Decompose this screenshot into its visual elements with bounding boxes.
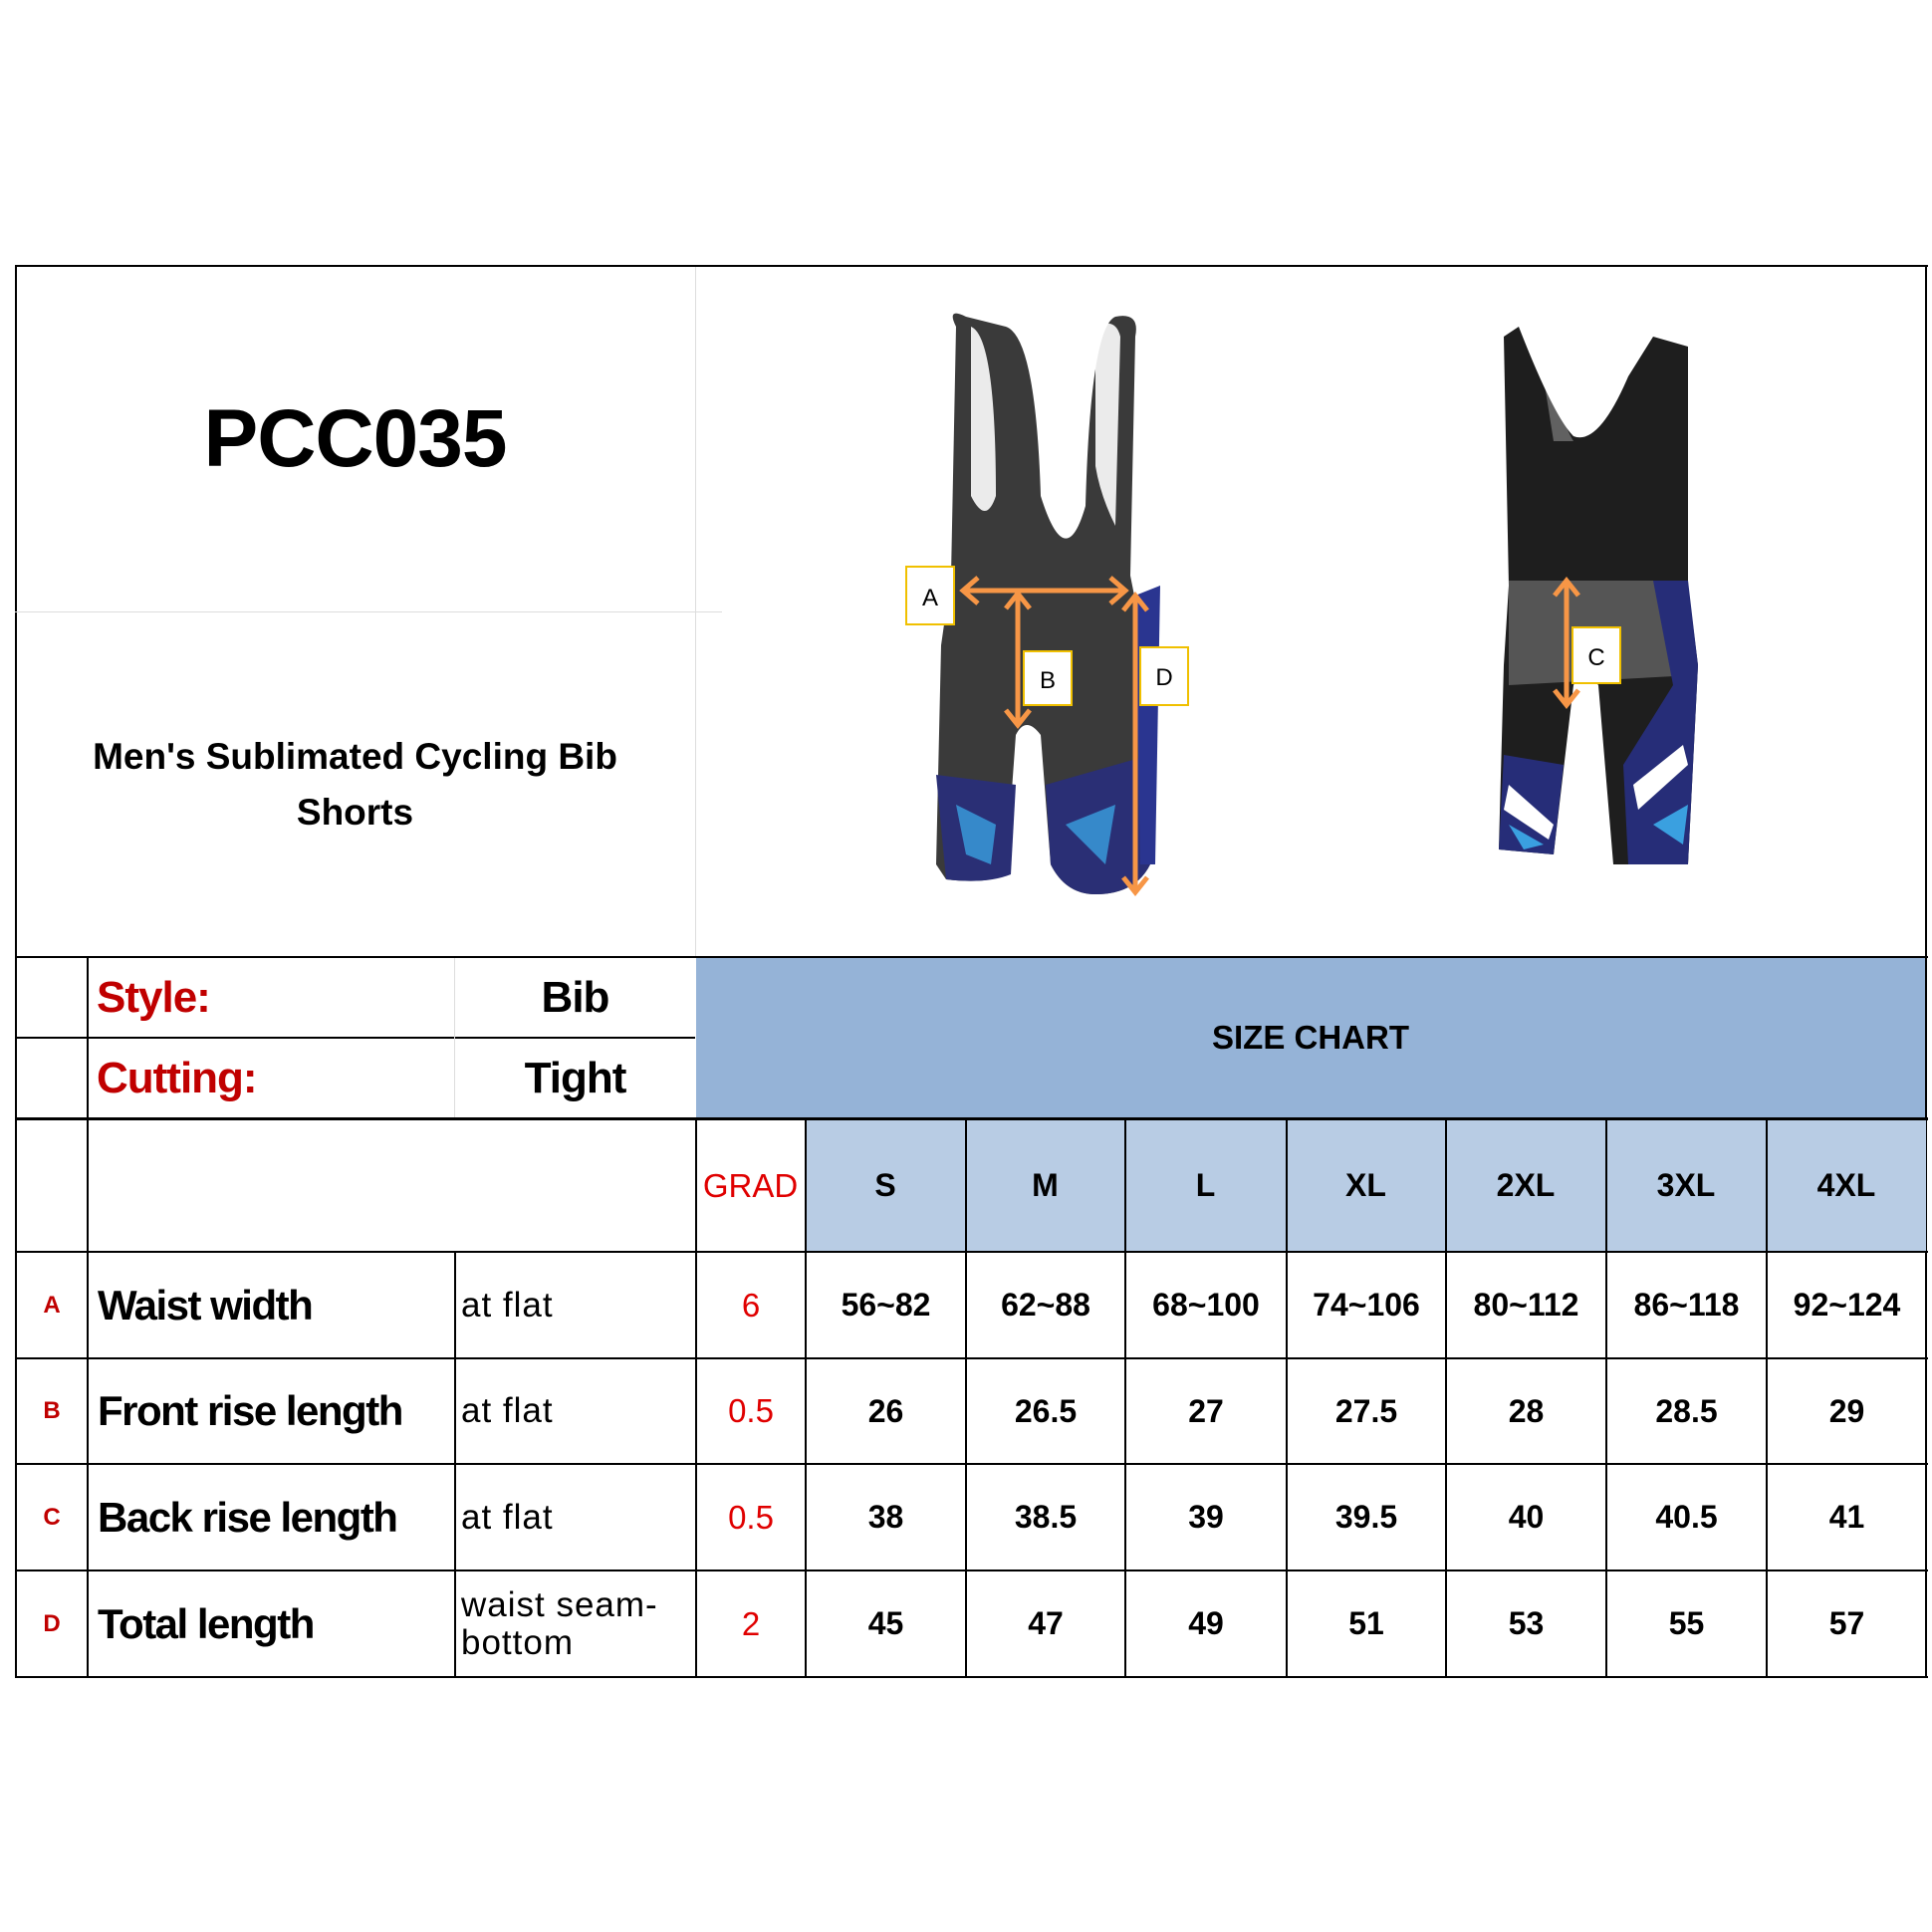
divider <box>1124 1117 1126 1677</box>
size-header-4xl: 4XL <box>1767 1120 1926 1251</box>
size-header-xl: XL <box>1287 1120 1445 1251</box>
label-c: C <box>1587 644 1604 671</box>
measure-arrows <box>959 576 1580 897</box>
divider <box>15 1676 1928 1678</box>
size-value-m: 38.5 <box>1014 1499 1078 1535</box>
divider <box>454 958 455 1117</box>
size-value-s: 45 <box>867 1605 904 1641</box>
spec-label-style: Style: <box>97 972 211 1022</box>
grad-header: GRAD <box>702 1166 799 1204</box>
row-measurement-name: Waist width <box>98 1281 314 1328</box>
size-value-l: 49 <box>1188 1605 1224 1641</box>
divider <box>15 1117 1928 1120</box>
label-a: A <box>922 585 938 611</box>
divider <box>15 1570 1928 1571</box>
row-letter: A <box>43 1291 61 1319</box>
size-value-2xl: 53 <box>1508 1605 1545 1641</box>
label-b: B <box>1040 667 1056 694</box>
divider <box>695 1117 697 1677</box>
size-value-3xl: 86~118 <box>1633 1287 1740 1323</box>
divider <box>15 1251 1928 1253</box>
row-measurement-name: Total length <box>98 1599 315 1647</box>
row-measurement-name: Back rise length <box>98 1493 398 1541</box>
row-grad: 6 <box>741 1286 761 1324</box>
size-value-4xl: 29 <box>1828 1392 1865 1429</box>
size-value-m: 47 <box>1028 1605 1064 1641</box>
size-value-3xl: 40.5 <box>1655 1499 1718 1535</box>
spec-value-style: Bib <box>541 972 610 1022</box>
size-header-3xl: 3XL <box>1606 1120 1766 1251</box>
size-value-l: 39 <box>1188 1499 1224 1535</box>
divider <box>1766 1117 1768 1677</box>
table-border-left <box>15 265 17 1677</box>
divider <box>1605 1117 1607 1677</box>
label-d: D <box>1155 664 1172 691</box>
size-value-xl: 27.5 <box>1334 1392 1398 1429</box>
size-value-xl: 74~106 <box>1313 1287 1420 1323</box>
back-view-image <box>1499 327 1698 864</box>
front-view-image <box>936 313 1160 895</box>
row-method: at flat <box>461 1391 554 1430</box>
size-value-s: 56~82 <box>841 1287 931 1323</box>
spec-value-cutting: Tight <box>524 1053 627 1102</box>
size-value-3xl: 28.5 <box>1655 1392 1718 1429</box>
size-value-4xl: 41 <box>1828 1499 1865 1535</box>
row-letter: D <box>43 1609 61 1637</box>
row-letter: C <box>43 1503 61 1531</box>
row-method: at flat <box>461 1497 554 1537</box>
divider <box>15 1463 1928 1465</box>
row-grad: 2 <box>741 1604 761 1642</box>
measure-labels: A B C D <box>905 566 1621 706</box>
size-value-s: 38 <box>867 1499 904 1535</box>
table-border-right <box>1925 265 1927 1677</box>
size-chart-title: SIZE CHART <box>696 958 1925 1117</box>
row-method: at flat <box>461 1285 554 1325</box>
size-value-l: 68~100 <box>1152 1287 1260 1323</box>
row-grad: 0.5 <box>728 1498 774 1536</box>
size-value-2xl: 80~112 <box>1473 1287 1579 1323</box>
size-value-3xl: 55 <box>1668 1605 1705 1641</box>
row-grad: 0.5 <box>728 1392 774 1429</box>
divider <box>15 611 722 612</box>
divider <box>805 1117 807 1677</box>
size-header-m: M <box>966 1120 1124 1251</box>
size-header-l: L <box>1125 1120 1286 1251</box>
divider <box>87 956 89 1677</box>
row-measurement-name: Front rise length <box>98 1387 403 1434</box>
size-value-xl: 51 <box>1348 1605 1384 1641</box>
divider <box>15 956 1928 958</box>
divider <box>1445 1117 1447 1677</box>
size-value-xl: 39.5 <box>1334 1499 1398 1535</box>
size-value-2xl: 40 <box>1508 1499 1545 1535</box>
table-border-top <box>15 265 1928 267</box>
divider <box>1286 1117 1288 1677</box>
product-name: Men's Sublimated Cycling Bib Shorts <box>93 736 617 833</box>
product-diagram: A B C D <box>905 313 1698 897</box>
size-value-s: 26 <box>867 1392 904 1429</box>
product-code: PCC035 <box>203 393 508 484</box>
size-value-4xl: 92~124 <box>1793 1287 1901 1323</box>
divider <box>965 1117 967 1677</box>
row-method: waist seam-bottom <box>461 1584 658 1662</box>
size-header-s: S <box>806 1120 965 1251</box>
spec-label-cutting: Cutting: <box>97 1053 258 1102</box>
row-letter: B <box>43 1397 61 1424</box>
size-value-m: 62~88 <box>1001 1287 1090 1323</box>
size-value-4xl: 57 <box>1828 1605 1865 1641</box>
size-value-m: 26.5 <box>1014 1392 1078 1429</box>
divider <box>15 1037 695 1039</box>
size-value-2xl: 28 <box>1508 1392 1545 1429</box>
size-header-2xl: 2XL <box>1446 1120 1605 1251</box>
size-value-l: 27 <box>1188 1392 1224 1429</box>
divider <box>15 1357 1928 1359</box>
